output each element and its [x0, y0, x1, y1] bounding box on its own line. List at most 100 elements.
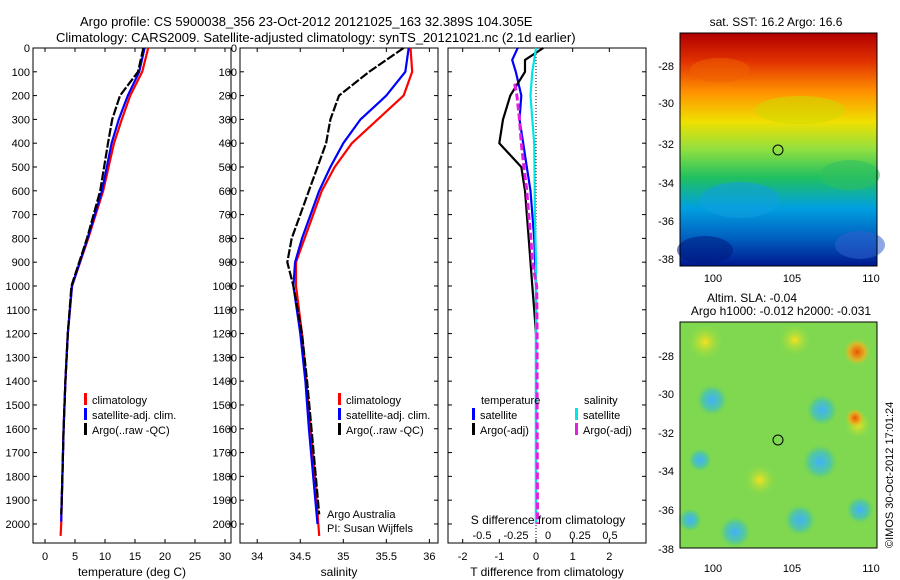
lat-tick: -38 — [658, 544, 674, 556]
depth-tick-label: 700 — [12, 210, 30, 222]
sla-map-title-2: Argo h1000: -0.012 h2000: -0.031 — [691, 304, 871, 318]
series-line-satellite-adj-clim — [292, 47, 410, 525]
salinity-difference-ticks: -0.5 -0.25 0 0.25 0.5 — [473, 530, 618, 542]
lon-tick: 100 — [704, 273, 722, 285]
legend-swatch-sal-argo — [575, 423, 578, 435]
depth-tick-label: 1600 — [6, 424, 30, 436]
lat-tick: -28 — [658, 351, 674, 363]
sla-eddy — [846, 496, 874, 524]
depth-tick-label: 1100 — [6, 305, 30, 317]
sst-patch — [835, 231, 885, 259]
x-tick-label: -2 — [458, 551, 468, 563]
difference-panel: -2 -1 0 1 2 T difference from climatology S … — [447, 47, 647, 579]
depth-tick-label: 100 — [219, 67, 237, 79]
depth-tick-label: 0 — [24, 43, 30, 55]
lat-tick: -34 — [658, 178, 674, 190]
depth-tick-label: 1900 — [213, 495, 237, 507]
depth-tick-label: 100 — [12, 67, 30, 79]
x-tick-label: 1 — [570, 551, 576, 563]
lat-tick: -28 — [658, 61, 674, 73]
sla-eddy — [688, 448, 712, 472]
difference-lines — [498, 47, 544, 525]
series-line-salinity-argo-adj — [513, 83, 539, 525]
difference-top-x-label: S difference from climatology — [471, 513, 626, 527]
sla-map: Altim. SLA: -0.04 Argo h1000: -0.012 h20… — [658, 291, 880, 575]
sdiff-tick: 0.5 — [602, 530, 617, 542]
depth-tick-label: 500 — [219, 162, 237, 174]
x-tick-label: 5 — [72, 551, 78, 563]
legend-swatch-climatology — [338, 393, 341, 405]
sst-map: sat. SST: 16.2 Argo: 16.6 -28 -30 -32 -3… — [658, 15, 885, 285]
sla-map-lon-ticks: 100 105 110 — [704, 563, 880, 575]
lon-tick: 105 — [783, 563, 801, 575]
lat-tick: -32 — [658, 428, 674, 440]
salinity-x-label: salinity — [321, 565, 358, 579]
series-line-argo-raw-qc — [60, 47, 145, 515]
legend-label-temp-satellite: satellite — [480, 410, 517, 422]
sst-patch — [690, 58, 750, 82]
salinity-legend: climatology satellite-adj. clim. Argo(..… — [338, 393, 430, 437]
depth-tick-label: 900 — [12, 257, 30, 269]
salinity-axes-frame — [239, 47, 439, 544]
lon-tick: 105 — [783, 273, 801, 285]
salinity-lines — [286, 47, 414, 536]
sla-eddy — [678, 508, 702, 532]
legend-label-climatology: climatology — [346, 395, 402, 407]
series-line-satellite-adj-clim — [60, 47, 146, 522]
temperature-x-label: temperature (deg C) — [78, 565, 186, 579]
depth-tick-label: 1300 — [6, 352, 30, 364]
legend-label-sal-satellite: satellite — [583, 410, 620, 422]
series-line-climatology — [294, 47, 414, 536]
temperature-lines — [59, 47, 150, 536]
sdiff-tick: 0 — [545, 530, 551, 542]
difference-x-ticks: -2 -1 0 1 2 — [458, 48, 612, 563]
header-line-2: Climatology: CARS2009. Satellite-adjuste… — [56, 30, 576, 45]
x-tick-label: 35.5 — [376, 551, 397, 563]
salinity-x-ticks: 34 34.5 35 35.5 36 — [251, 48, 436, 563]
sst-patch — [820, 160, 880, 190]
legend-label-argo: Argo(..raw -QC) — [346, 425, 424, 437]
sla-high — [687, 324, 723, 360]
depth-tick-label: 0 — [231, 43, 237, 55]
sla-eddy — [806, 394, 838, 426]
sla-map-frame — [679, 321, 878, 549]
x-tick-label: 35 — [337, 551, 349, 563]
sst-map-texture — [677, 58, 885, 264]
lat-tick: -38 — [658, 254, 674, 266]
depth-tick-label: 500 — [12, 162, 30, 174]
depth-tick-label: 1000 — [6, 281, 30, 293]
depth-tick-label: 900 — [219, 257, 237, 269]
x-tick-label: 25 — [189, 551, 201, 563]
sst-patch — [677, 236, 733, 264]
x-tick-label: 0 — [533, 551, 539, 563]
depth-tick-label: 1100 — [213, 305, 237, 317]
sst-patch — [755, 96, 845, 124]
sla-high — [744, 464, 776, 496]
x-tick-label: 36 — [423, 551, 435, 563]
salinity-depth-ticks: 0 100 200 300 400 500 600 700 800 900 1000 1100 1200… — [213, 43, 438, 531]
sla-eddy — [802, 444, 838, 480]
legend-label-satellite: satellite-adj. clim. — [346, 410, 430, 422]
legend-label-satellite: satellite-adj. clim. — [92, 410, 176, 422]
lat-tick: -32 — [658, 139, 674, 151]
temperature-panel: 0100200300400500600700800900100011001200… — [6, 43, 232, 579]
temperature-axes-frame — [32, 47, 232, 544]
lat-tick: -30 — [658, 389, 674, 401]
legend-label-sal-argo: Argo(-adj) — [583, 425, 632, 437]
legend-swatch-argo — [338, 423, 341, 435]
annotation-argo-australia: Argo Australia — [327, 509, 396, 521]
depth-tick-label: 1600 — [213, 424, 237, 436]
depth-tick-label: 300 — [12, 114, 30, 126]
sla-eddy — [784, 504, 816, 536]
depth-tick-label: 800 — [219, 233, 237, 245]
legend-title-salinity: salinity — [584, 395, 618, 407]
depth-tick-label: 2000 — [6, 519, 30, 531]
depth-tick-label: 800 — [12, 233, 30, 245]
sdiff-tick: -0.5 — [473, 530, 492, 542]
depth-tick-label: 1700 — [6, 448, 30, 460]
legend-swatch-climatology — [84, 393, 87, 405]
lon-tick: 100 — [704, 563, 722, 575]
sdiff-tick: 0.25 — [569, 530, 590, 542]
depth-tick-label: 600 — [12, 186, 30, 198]
depth-tick-label: 300 — [219, 114, 237, 126]
